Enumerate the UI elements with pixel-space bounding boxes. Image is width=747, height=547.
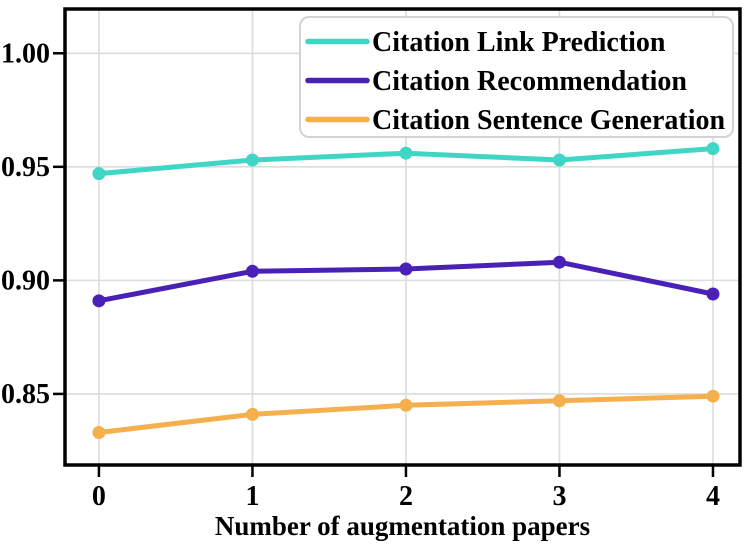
data-point-marker (399, 146, 413, 160)
data-point-marker (399, 398, 413, 412)
legend: Citation Link Prediction Citation Recomme… (299, 16, 734, 138)
data-point-marker (245, 407, 259, 421)
data-point-marker (92, 294, 106, 308)
x-tick-label: 1 (245, 481, 259, 512)
data-point-marker (552, 153, 566, 167)
x-tick-label: 4 (706, 481, 720, 512)
x-axis-title: Number of augmentation papers (214, 511, 591, 541)
data-point-marker (552, 255, 566, 269)
y-tick-label: 1.00 (1, 38, 50, 69)
legend-label: Citation Recommendation (372, 66, 687, 97)
data-point-marker (706, 287, 720, 301)
y-tick-label: 0.90 (1, 265, 50, 296)
legend-label: Citation Link Prediction (372, 27, 666, 58)
data-point-marker (245, 264, 259, 278)
y-tick-label: 0.85 (1, 379, 50, 410)
y-tick-label: 0.95 (1, 152, 50, 183)
x-tick-label: 3 (552, 481, 566, 512)
data-point-marker (92, 426, 106, 440)
x-tick-label: 0 (92, 481, 106, 512)
data-point-marker (552, 394, 566, 408)
plot-border (63, 7, 742, 467)
data-point-marker (706, 142, 720, 156)
x-tick-label: 2 (399, 481, 413, 512)
data-point-marker (92, 167, 106, 181)
data-point-marker (706, 389, 720, 403)
legend-box (299, 16, 734, 138)
legend-label: Citation Sentence Generation (372, 105, 725, 136)
data-point-marker (245, 153, 259, 167)
data-point-marker (399, 262, 413, 276)
